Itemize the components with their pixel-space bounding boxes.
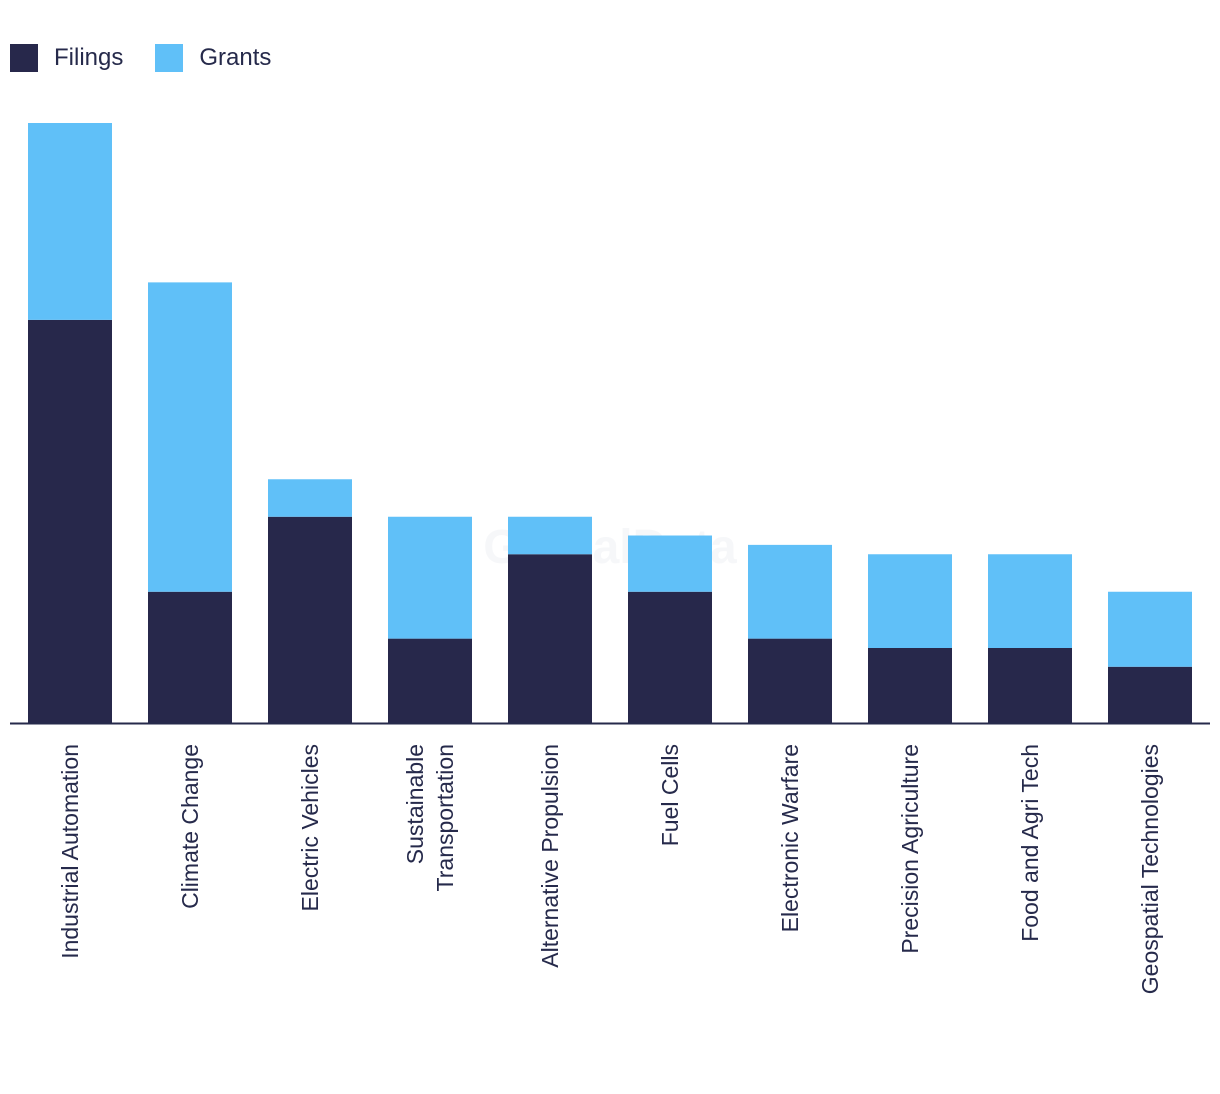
- bar-filings-electric-vehicles: [268, 516, 352, 723]
- category-label-sustainable-transportation: Sustainable Transportation: [402, 744, 458, 891]
- bar-grants-geospatial-technologies: [1108, 591, 1192, 667]
- legend: Filings Grants: [10, 44, 271, 72]
- category-label-industrial-automation: Industrial Automation: [57, 744, 83, 959]
- bar-filings-climate-change: [148, 591, 232, 723]
- bar-grants-food-and-agri-tech: [988, 554, 1072, 648]
- bar-grants-sustainable-transportation: [388, 516, 472, 639]
- bar-grants-electric-vehicles: [268, 479, 352, 517]
- bar-filings-food-and-agri-tech: [988, 648, 1072, 723]
- filings-swatch: [10, 44, 38, 72]
- bar-grants-climate-change: [148, 282, 232, 592]
- bar-filings-alternative-propulsion: [508, 554, 592, 723]
- bar-filings-industrial-automation: [28, 319, 112, 723]
- bar-grants-industrial-automation: [28, 123, 112, 320]
- bar-grants-alternative-propulsion: [508, 516, 592, 555]
- bar-filings-fuel-cells: [628, 591, 712, 723]
- category-label-geospatial-technologies: Geospatial Technologies: [1137, 744, 1163, 994]
- bar-grants-fuel-cells: [628, 535, 712, 592]
- bar-filings-electronic-warfare: [748, 638, 832, 723]
- bars-group: [28, 123, 1192, 723]
- grants-swatch: [155, 44, 184, 72]
- bar-filings-precision-agriculture: [868, 648, 952, 723]
- category-label-electric-vehicles: Electric Vehicles: [297, 744, 323, 911]
- grants-legend-label: Grants: [199, 44, 272, 71]
- legend-item-grants[interactable]: Grants: [155, 44, 271, 72]
- category-label-precision-agriculture: Precision Agriculture: [897, 744, 923, 954]
- category-label-fuel-cells: Fuel Cells: [657, 744, 683, 846]
- filings-legend-label: Filings: [54, 44, 124, 71]
- category-label-alternative-propulsion: Alternative Propulsion: [537, 744, 563, 968]
- bar-grants-precision-agriculture: [868, 554, 952, 648]
- bar-filings-geospatial-technologies: [1108, 666, 1192, 723]
- category-labels-group: Industrial Automation Climate Change Elect…: [57, 744, 1163, 994]
- category-label-food-and-agri-tech: Food and Agri Tech: [1017, 744, 1043, 942]
- bar-grants-electronic-warfare: [748, 544, 832, 639]
- category-label-climate-change: Climate Change: [177, 744, 203, 909]
- legend-item-filings[interactable]: Filings: [10, 44, 123, 72]
- bar-filings-sustainable-transportation: [388, 638, 472, 723]
- category-label-electronic-warfare: Electronic Warfare: [777, 744, 803, 932]
